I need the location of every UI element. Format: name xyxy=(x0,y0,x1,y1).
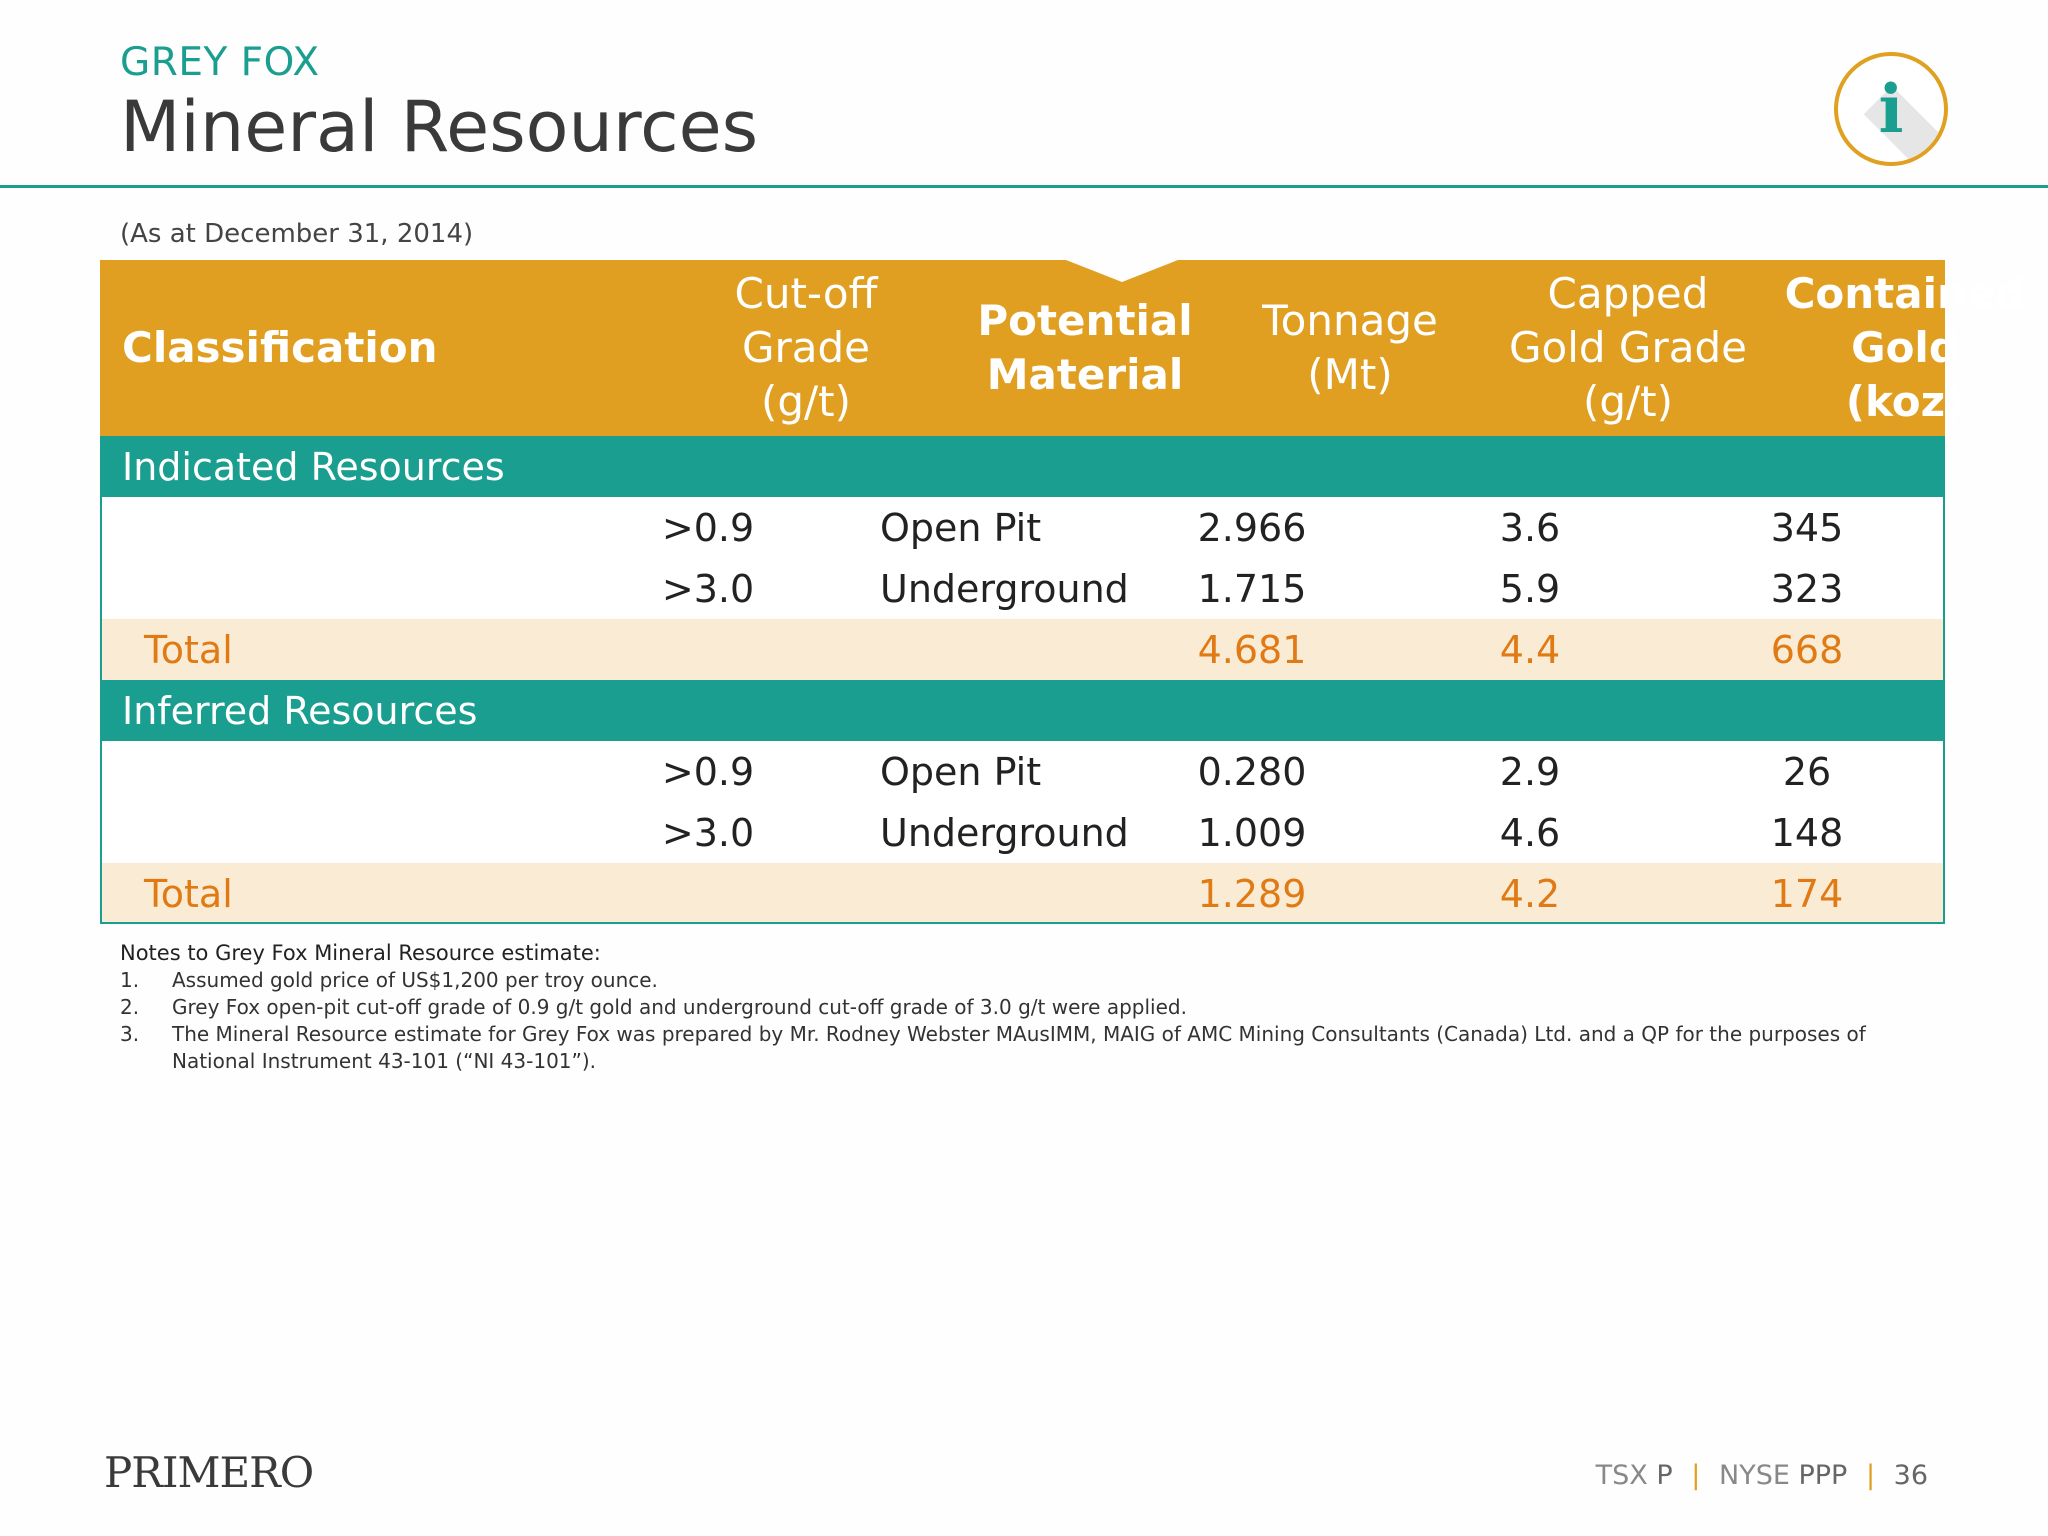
total-grade: 4.2 xyxy=(1499,871,1561,916)
table-row: >0.9 Open Pit 0.280 2.9 26 xyxy=(102,741,1943,802)
material-cell: Underground xyxy=(880,810,1129,855)
notes: Notes to Grey Fox Mineral Resource estim… xyxy=(120,940,1900,1075)
table-row: >3.0 Underground 1.715 5.9 323 xyxy=(102,558,1943,619)
note-number: 1. xyxy=(120,968,140,992)
note-item: 1. Assumed gold price of US$1,200 per tr… xyxy=(120,967,1900,994)
footer-nyse-symbol: PPP xyxy=(1798,1460,1848,1491)
tonnage-cell: 1.715 xyxy=(1197,566,1307,611)
page-title: Mineral Resources xyxy=(120,86,759,168)
cutoff-cell: >0.9 xyxy=(661,749,755,794)
note-item: 2. Grey Fox open-pit cut-off grade of 0.… xyxy=(120,994,1900,1021)
total-tonnage: 4.681 xyxy=(1197,627,1307,672)
grade-cell: 3.6 xyxy=(1499,505,1561,550)
section-indicated: Indicated Resources xyxy=(100,436,1945,497)
header-contained-gold: Contained Gold (koz) xyxy=(1784,269,2026,426)
note-text: Grey Fox open-pit cut-off grade of 0.9 g… xyxy=(172,995,1187,1019)
footer: TSX P | NYSE PPP | 36 xyxy=(1596,1460,1928,1491)
footer-separator: | xyxy=(1865,1460,1876,1491)
footer-tsx-symbol: P xyxy=(1656,1460,1673,1491)
grade-cell: 4.6 xyxy=(1499,810,1561,855)
material-cell: Open Pit xyxy=(880,505,1042,550)
note-number: 2. xyxy=(120,995,140,1019)
indicated-rows: >0.9 Open Pit 2.966 3.6 345 >3.0 Undergr… xyxy=(100,497,1945,619)
tonnage-cell: 2.966 xyxy=(1197,505,1307,550)
gold-cell: 148 xyxy=(1770,810,1844,855)
footer-separator: | xyxy=(1691,1460,1701,1491)
header-potential-material: Potential Material xyxy=(977,296,1193,399)
tonnage-cell: 1.009 xyxy=(1197,810,1307,855)
inferred-total-row: Total 1.289 4.2 174 xyxy=(100,863,1945,924)
grade-cell: 2.9 xyxy=(1499,749,1561,794)
header-cutoff-grade: Cut-off Grade (g/t) xyxy=(734,269,878,426)
page-number: 36 xyxy=(1893,1460,1928,1491)
note-text: The Mineral Resource estimate for Grey F… xyxy=(172,1022,1866,1073)
info-icon-shadow xyxy=(1863,86,1944,162)
table-row: >0.9 Open Pit 2.966 3.6 345 xyxy=(102,497,1943,558)
material-cell: Open Pit xyxy=(880,749,1042,794)
footer-nyse: NYSE xyxy=(1719,1460,1790,1491)
total-label: Total xyxy=(144,871,233,916)
header-notch xyxy=(1066,260,1178,282)
inferred-rows: >0.9 Open Pit 0.280 2.9 26 >3.0 Undergro… xyxy=(100,741,1945,863)
material-cell: Underground xyxy=(880,566,1129,611)
header-tonnage: Tonnage (Mt) xyxy=(1262,296,1438,399)
total-gold: 174 xyxy=(1770,871,1844,916)
cutoff-cell: >3.0 xyxy=(661,810,755,855)
gold-cell: 323 xyxy=(1770,566,1844,611)
gold-cell: 345 xyxy=(1770,505,1844,550)
as-at-date: (As at December 31, 2014) xyxy=(120,219,474,249)
tonnage-cell: 0.280 xyxy=(1197,749,1307,794)
section-kicker: GREY FOX xyxy=(120,40,320,85)
info-glyph: i xyxy=(1878,70,1904,148)
notes-heading: Notes to Grey Fox Mineral Resource estim… xyxy=(120,941,601,965)
note-item: 3. The Mineral Resource estimate for Gre… xyxy=(120,1021,1900,1075)
indicated-total-row: Total 4.681 4.4 668 xyxy=(100,619,1945,680)
cutoff-cell: >3.0 xyxy=(661,566,755,611)
total-tonnage: 1.289 xyxy=(1197,871,1307,916)
title-divider xyxy=(0,185,2048,188)
resources-table: Classification Cut-off Grade (g/t) Potent… xyxy=(100,260,2025,924)
total-gold: 668 xyxy=(1770,627,1844,672)
gold-cell: 26 xyxy=(1782,749,1832,794)
note-number: 3. xyxy=(120,1022,140,1046)
header-capped-gold-grade: Capped Gold Grade (g/t) xyxy=(1509,269,1747,426)
grade-cell: 5.9 xyxy=(1499,566,1561,611)
total-label: Total xyxy=(144,627,233,672)
info-icon[interactable]: i xyxy=(1834,52,1948,166)
footer-tsx: TSX xyxy=(1595,1460,1648,1491)
cutoff-cell: >0.9 xyxy=(661,505,755,550)
total-grade: 4.4 xyxy=(1499,627,1561,672)
header-classification: Classification xyxy=(122,323,438,372)
section-inferred: Inferred Resources xyxy=(100,680,1945,741)
table-header: Classification Cut-off Grade (g/t) Potent… xyxy=(100,260,2025,436)
table-row: >3.0 Underground 1.009 4.6 148 xyxy=(102,802,1943,863)
primero-logo: PRIMERO xyxy=(104,1448,314,1497)
note-text: Assumed gold price of US$1,200 per troy … xyxy=(172,968,658,992)
